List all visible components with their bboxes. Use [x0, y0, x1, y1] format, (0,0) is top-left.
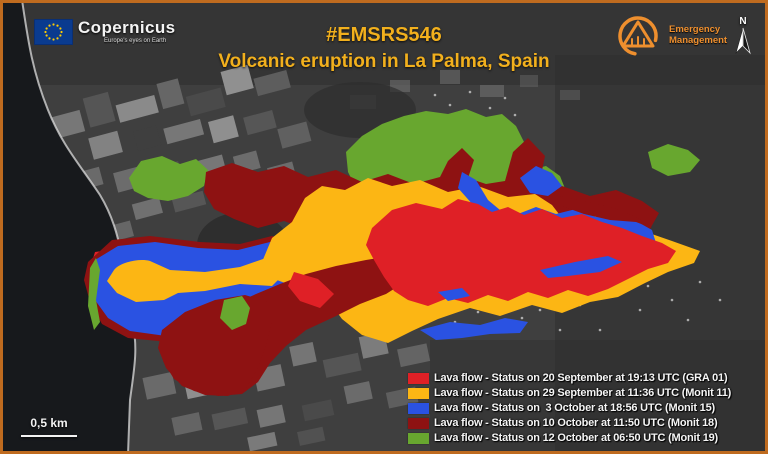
lava-flow-blue-south-fringe-2 — [540, 256, 622, 278]
copernicus-brand: Copernicus — [78, 18, 176, 37]
lava-flow-green-west — [129, 156, 208, 201]
lava-flow-blue-bottom-center — [420, 318, 528, 340]
north-arrow-icon — [735, 27, 751, 55]
legend-label: Lava flow - Status on 20 September at 19… — [434, 372, 728, 384]
legend-item: Lava flow - Status on 12 October at 06:5… — [408, 432, 731, 444]
ems-label-line1: Emergency — [669, 24, 721, 35]
legend-swatch-blue — [408, 402, 429, 414]
lava-flow-yellow-west-inner — [107, 258, 288, 302]
legend-swatch-yellow — [408, 387, 429, 399]
legend-item: Lava flow - Status on 29 September at 11… — [408, 387, 731, 399]
scale-bar: 0,5 km — [21, 416, 77, 437]
north-label: N — [739, 16, 747, 27]
lava-flow-darkred-east-tongue — [560, 196, 652, 228]
legend-label: Lava flow - Status on 3 October at 18:56… — [434, 402, 715, 414]
copernicus-tagline: Europe's eyes on Earth — [104, 38, 167, 44]
ocean — [3, 3, 136, 451]
legend-label: Lava flow - Status on 29 September at 11… — [434, 387, 732, 399]
lava-flow-blue-south-fringe-1 — [438, 288, 470, 301]
copernicus-logo: Copernicus Europe's eyes on Earth — [34, 19, 176, 45]
eu-flag-icon — [34, 19, 73, 45]
legend-swatch-green — [408, 432, 429, 444]
ems-label-line2: Management — [669, 35, 728, 46]
activation-code: #EMSRS546 — [326, 24, 442, 46]
scale-line — [21, 435, 77, 437]
legend-swatch-darkred — [408, 417, 429, 429]
ems-emblem-icon — [618, 16, 658, 56]
lava-flow-green-west-sliver — [88, 258, 100, 330]
lava-flow-blue-east-blob — [520, 166, 562, 196]
lava-flow-green-center-small — [220, 296, 250, 330]
north-arrow: N — [734, 17, 752, 60]
legend: Lava flow - Status on 20 September at 19… — [408, 372, 731, 447]
legend-label: Lava flow - Status on 12 October at 06:5… — [434, 432, 719, 444]
lava-flow-red-main — [366, 199, 676, 306]
scale-label: 0,5 km — [30, 416, 68, 430]
legend-swatch-red — [408, 372, 429, 384]
legend-item: Lava flow - Status on 20 September at 19… — [408, 372, 731, 384]
map-title: Volcanic eruption in La Palma, Spain — [218, 51, 550, 72]
lava-flow-green-east — [648, 144, 700, 176]
field-mosaic-upper-left — [46, 64, 312, 243]
lava-flow-red-small-west — [288, 272, 334, 308]
emergency-management-logo: Emergency Management — [615, 11, 727, 59]
legend-label: Lava flow - Status on 10 October at 11:5… — [434, 417, 718, 429]
map-title-block: #EMSRS546 Volcanic eruption in La Palma,… — [218, 24, 549, 73]
legend-item: Lava flow - Status on 3 October at 18:56… — [408, 402, 731, 414]
legend-item: Lava flow - Status on 10 October at 11:5… — [408, 417, 731, 429]
